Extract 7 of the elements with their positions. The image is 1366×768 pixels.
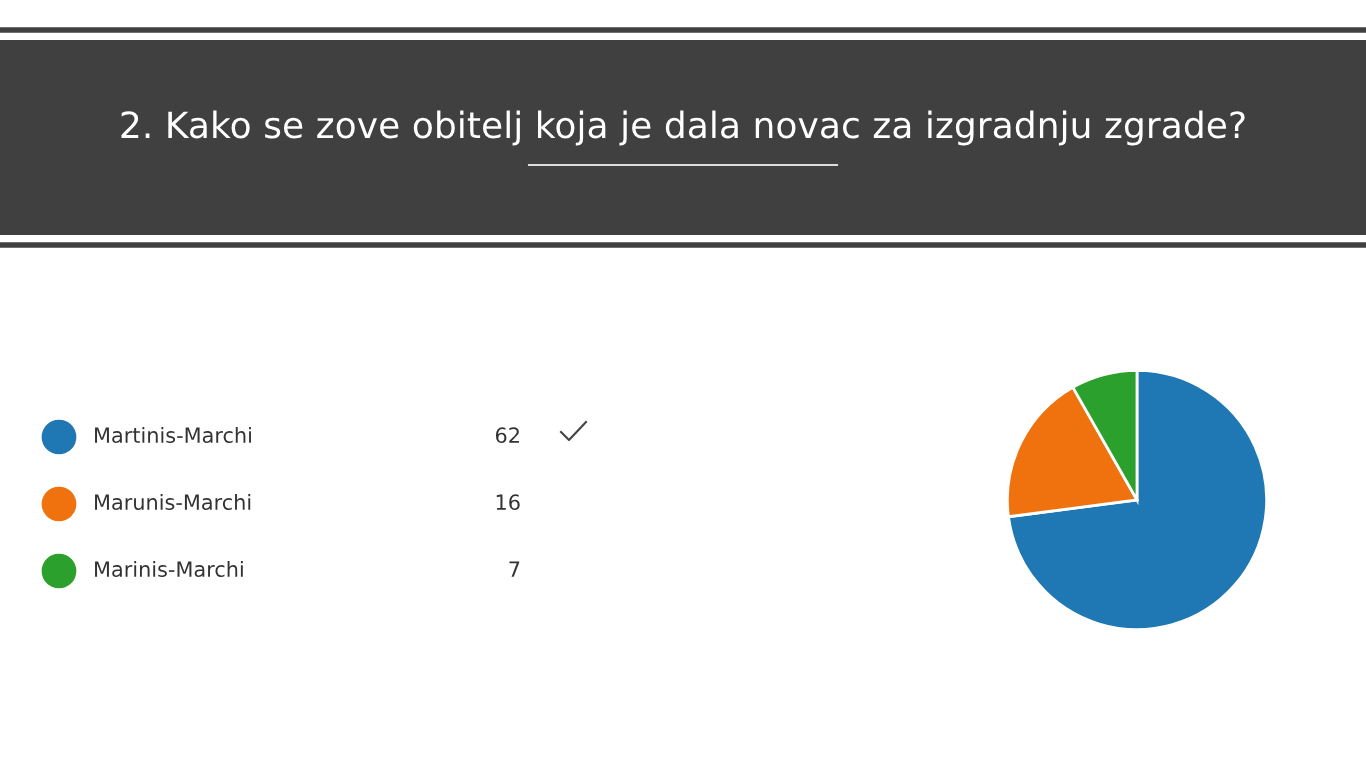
data-label: 62 — [495, 427, 519, 444]
legend-label: Martinis-Marchi — [95, 426, 251, 444]
legend-label: Marinis-Marchi — [95, 560, 243, 578]
legend-label: Marunis-Marchi — [95, 493, 251, 511]
data-label: 7 — [509, 561, 520, 577]
data-label: 16 — [496, 494, 520, 511]
chart-title: 2. Kako se zove obitelj koja je dala novac za izgradnju zgrade? — [121, 110, 1245, 146]
